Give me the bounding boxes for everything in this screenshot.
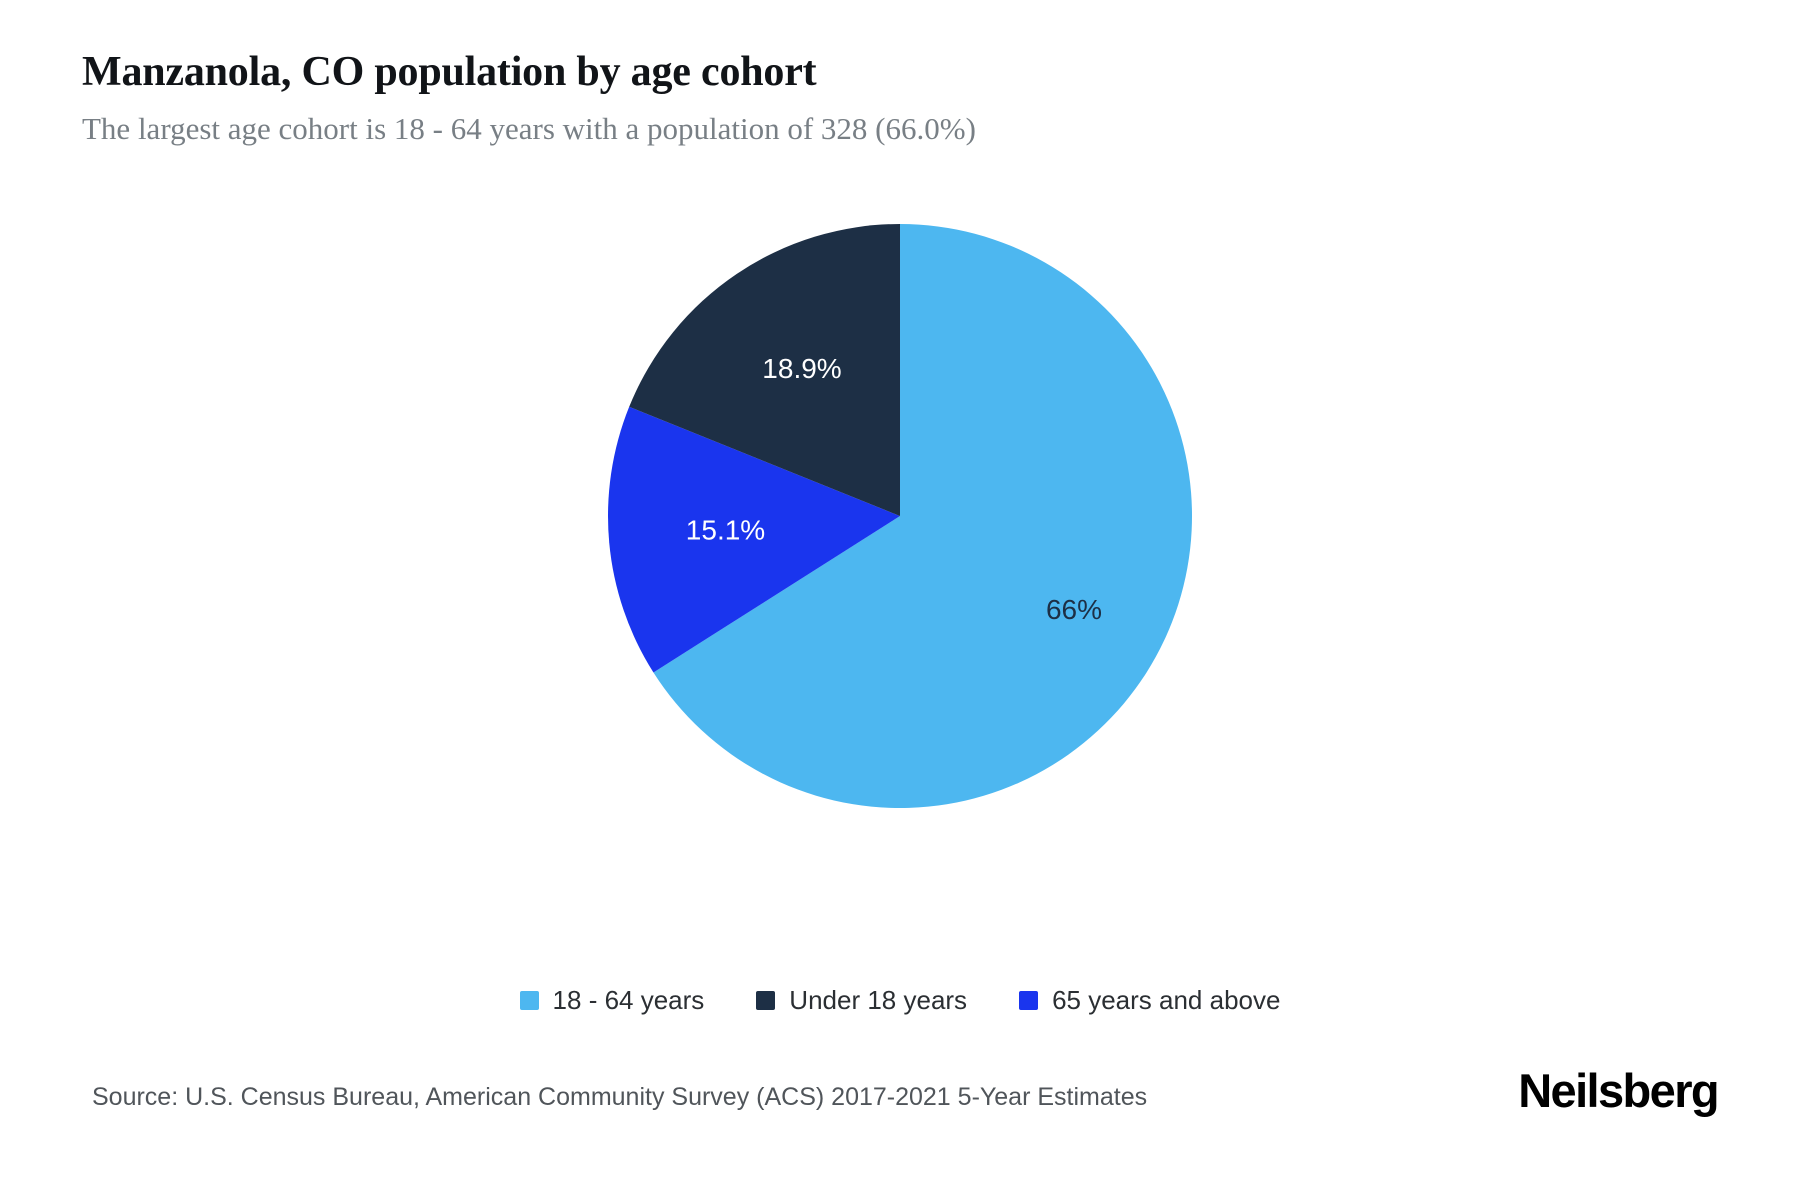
legend-item-under-18-years[interactable]: Under 18 years: [756, 985, 967, 1016]
pie-label-65-years-and-above: 15.1%: [686, 514, 765, 545]
plot-area: 66% 15.1% 18.9%: [0, 196, 1800, 896]
legend-item-label: Under 18 years: [789, 985, 968, 1015]
legend-item-65-years-and-above[interactable]: 65 years and above: [1019, 985, 1280, 1016]
neilsberg-logo: Neilsberg: [1518, 1064, 1719, 1117]
legend-swatch-icon: [519, 991, 539, 1010]
pie-chart: 66% 15.1% 18.9%: [580, 196, 1220, 836]
legend-item-18-64-years[interactable]: 18 - 64 years: [519, 985, 705, 1016]
pie-slice-18-64-years[interactable]: [653, 224, 1193, 808]
pie-slice-65-years-and-above[interactable]: [608, 406, 900, 673]
chart-header: Manzanola, CO population by age cohort T…: [82, 48, 1682, 147]
chart-subtitle: The largest age cohort is 18 - 64 years …: [82, 111, 976, 147]
legend-swatch-icon: [756, 991, 776, 1010]
legend-item-label: 18 - 64 years: [552, 985, 705, 1015]
chart-footer: Source: U.S. Census Bureau, American Com…: [0, 1064, 1800, 1155]
pie-label-18-64-years: 66%: [1046, 594, 1102, 625]
chart-legend: 18 - 64 years Under 18 years 65 years an…: [0, 985, 1800, 1016]
source-note: Source: U.S. Census Bureau, American Com…: [92, 1083, 1148, 1111]
pie-slices: [608, 224, 1193, 808]
page-title: Manzanola, CO population by age cohort: [82, 49, 817, 95]
pie-label-under-18-years: 18.9%: [762, 353, 841, 384]
legend-item-label: 65 years and above: [1052, 985, 1281, 1015]
pie-slice-under-18-years[interactable]: [629, 224, 900, 516]
pie-slice-labels: 66% 15.1% 18.9%: [686, 353, 1102, 625]
pie-svg: 66% 15.1% 18.9%: [608, 224, 1193, 808]
legend-swatch-icon: [1019, 991, 1039, 1010]
